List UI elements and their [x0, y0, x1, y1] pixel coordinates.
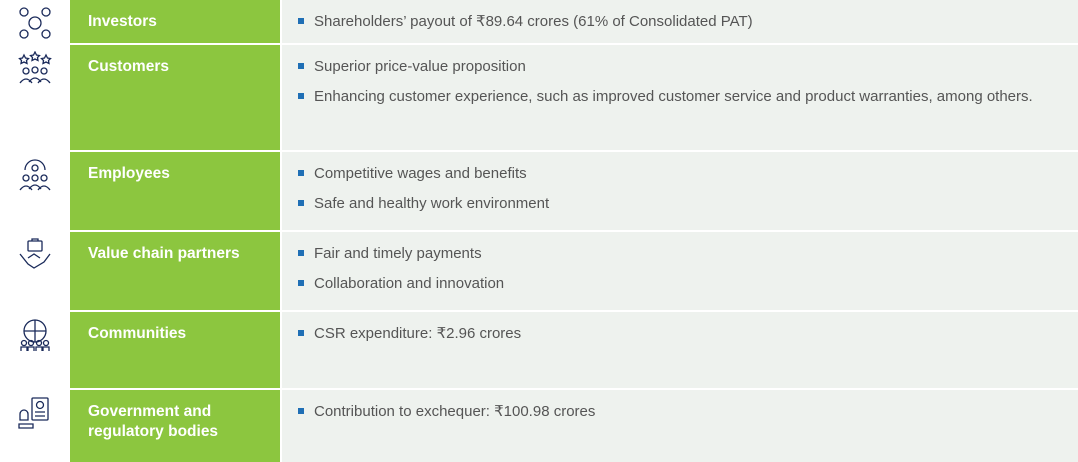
- row-label: Investors: [70, 0, 280, 43]
- row: Employees Competitive wages and benefits…: [0, 152, 1078, 232]
- investors-icon: [19, 7, 51, 39]
- row-content: Superior price-value proposition Enhancin…: [280, 45, 1078, 150]
- bullet-item: Collaboration and innovation: [298, 272, 1048, 295]
- row-label: Government and regulatory bodies: [70, 390, 280, 462]
- icon: [0, 390, 70, 462]
- row-content: Shareholders’ payout of ₹89.64 crores (6…: [280, 0, 1078, 43]
- row-content: Contribution to exchequer: ₹100.98 crore…: [280, 390, 1078, 462]
- icon: [0, 0, 70, 43]
- bullet-item: Enhancing customer experience, such as i…: [298, 85, 1048, 108]
- row: Value chain partners Fair and timely pay…: [0, 232, 1078, 312]
- row-label: Customers: [70, 45, 280, 150]
- bullet-item: Competitive wages and benefits: [298, 162, 1048, 185]
- bullet-item: Superior price-value proposition: [298, 55, 1048, 78]
- bullet-item: Fair and timely payments: [298, 242, 1048, 265]
- row-label: Employees: [70, 152, 280, 230]
- communities-icon: [20, 319, 50, 351]
- government-icon: [18, 397, 49, 429]
- row: Communities CSR expenditure: ₹2.96 crore…: [0, 312, 1078, 390]
- partners-icon: [19, 238, 51, 269]
- row-content: Fair and timely payments Collaboration an…: [280, 232, 1078, 310]
- icon: [0, 152, 70, 230]
- row-content: Competitive wages and benefits Safe and h…: [280, 152, 1078, 230]
- row: Customers Superior price-value propositi…: [0, 45, 1078, 152]
- bullet-item: Shareholders’ payout of ₹89.64 crores (6…: [298, 10, 1048, 33]
- icon: [0, 232, 70, 310]
- row: Government and regulatory bodies Contrib…: [0, 390, 1078, 462]
- row-content: CSR expenditure: ₹2.96 crores: [280, 312, 1078, 388]
- bullet-item: Contribution to exchequer: ₹100.98 crore…: [298, 400, 1048, 423]
- icon: [0, 312, 70, 388]
- bullet-item: CSR expenditure: ₹2.96 crores: [298, 322, 1048, 345]
- customers-icon: [18, 51, 52, 84]
- row-label: Value chain partners: [70, 232, 280, 310]
- icon: [0, 45, 70, 150]
- row-label: Communities: [70, 312, 280, 388]
- employees-icon: [19, 159, 51, 191]
- bullet-item: Safe and healthy work environment: [298, 192, 1048, 215]
- row: Investors Shareholders’ payout of ₹89.64…: [0, 0, 1078, 45]
